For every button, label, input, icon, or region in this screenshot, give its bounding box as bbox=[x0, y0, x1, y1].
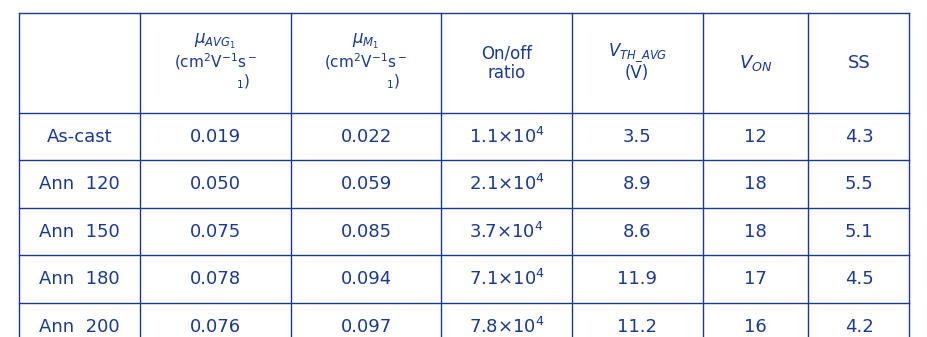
Text: On/off: On/off bbox=[480, 45, 531, 63]
Text: 0.085: 0.085 bbox=[340, 223, 391, 241]
Text: 4.2: 4.2 bbox=[844, 318, 872, 336]
Text: 7.1$\times$10$^{4}$: 7.1$\times$10$^{4}$ bbox=[468, 269, 544, 289]
Text: 0.076: 0.076 bbox=[190, 318, 241, 336]
Text: 8.6: 8.6 bbox=[622, 223, 651, 241]
Text: 2.1$\times$10$^{4}$: 2.1$\times$10$^{4}$ bbox=[468, 174, 544, 194]
Text: 3.5: 3.5 bbox=[622, 128, 651, 146]
Text: $\mu_{AVG_1}$: $\mu_{AVG_1}$ bbox=[195, 32, 236, 51]
Text: 0.097: 0.097 bbox=[340, 318, 391, 336]
Text: 3.7$\times$10$^{4}$: 3.7$\times$10$^{4}$ bbox=[469, 222, 543, 242]
Text: (V): (V) bbox=[625, 64, 649, 82]
Text: 11.9: 11.9 bbox=[616, 270, 656, 288]
Text: $_1$): $_1$) bbox=[235, 72, 249, 91]
Text: Ann  200: Ann 200 bbox=[39, 318, 120, 336]
Text: Ann  180: Ann 180 bbox=[39, 270, 120, 288]
Text: 0.094: 0.094 bbox=[340, 270, 391, 288]
Text: 11.2: 11.2 bbox=[616, 318, 656, 336]
Text: $_1$): $_1$) bbox=[386, 72, 400, 91]
Text: Ann  150: Ann 150 bbox=[39, 223, 120, 241]
Text: 0.022: 0.022 bbox=[340, 128, 391, 146]
Text: 0.078: 0.078 bbox=[190, 270, 241, 288]
Text: 18: 18 bbox=[743, 175, 766, 193]
Text: 18: 18 bbox=[743, 223, 766, 241]
Text: $V_{TH\_AVG}$: $V_{TH\_AVG}$ bbox=[607, 42, 667, 64]
Text: 5.1: 5.1 bbox=[844, 223, 872, 241]
Text: 16: 16 bbox=[743, 318, 766, 336]
Text: 0.019: 0.019 bbox=[190, 128, 241, 146]
Text: (cm$^2$V$^{-1}$s$^-$: (cm$^2$V$^{-1}$s$^-$ bbox=[324, 51, 407, 72]
Text: 4.3: 4.3 bbox=[844, 128, 872, 146]
Text: $V_{ON}$: $V_{ON}$ bbox=[738, 53, 771, 73]
Text: 1.1$\times$10$^{4}$: 1.1$\times$10$^{4}$ bbox=[468, 127, 544, 147]
Text: ratio: ratio bbox=[487, 64, 525, 82]
Text: 5.5: 5.5 bbox=[844, 175, 872, 193]
Text: (cm$^2$V$^{-1}$s$^-$: (cm$^2$V$^{-1}$s$^-$ bbox=[173, 51, 257, 72]
Text: As-cast: As-cast bbox=[46, 128, 112, 146]
Text: 0.075: 0.075 bbox=[190, 223, 241, 241]
Text: $\mu_{M_1}$: $\mu_{M_1}$ bbox=[352, 32, 379, 51]
Text: SS: SS bbox=[846, 54, 870, 72]
Text: Ann  120: Ann 120 bbox=[39, 175, 120, 193]
Text: 0.050: 0.050 bbox=[190, 175, 241, 193]
Text: 17: 17 bbox=[743, 270, 766, 288]
Text: 12: 12 bbox=[743, 128, 766, 146]
Text: 4.5: 4.5 bbox=[844, 270, 872, 288]
Text: 8.9: 8.9 bbox=[622, 175, 651, 193]
Text: 7.8$\times$10$^{4}$: 7.8$\times$10$^{4}$ bbox=[468, 317, 544, 337]
Text: 0.059: 0.059 bbox=[340, 175, 391, 193]
